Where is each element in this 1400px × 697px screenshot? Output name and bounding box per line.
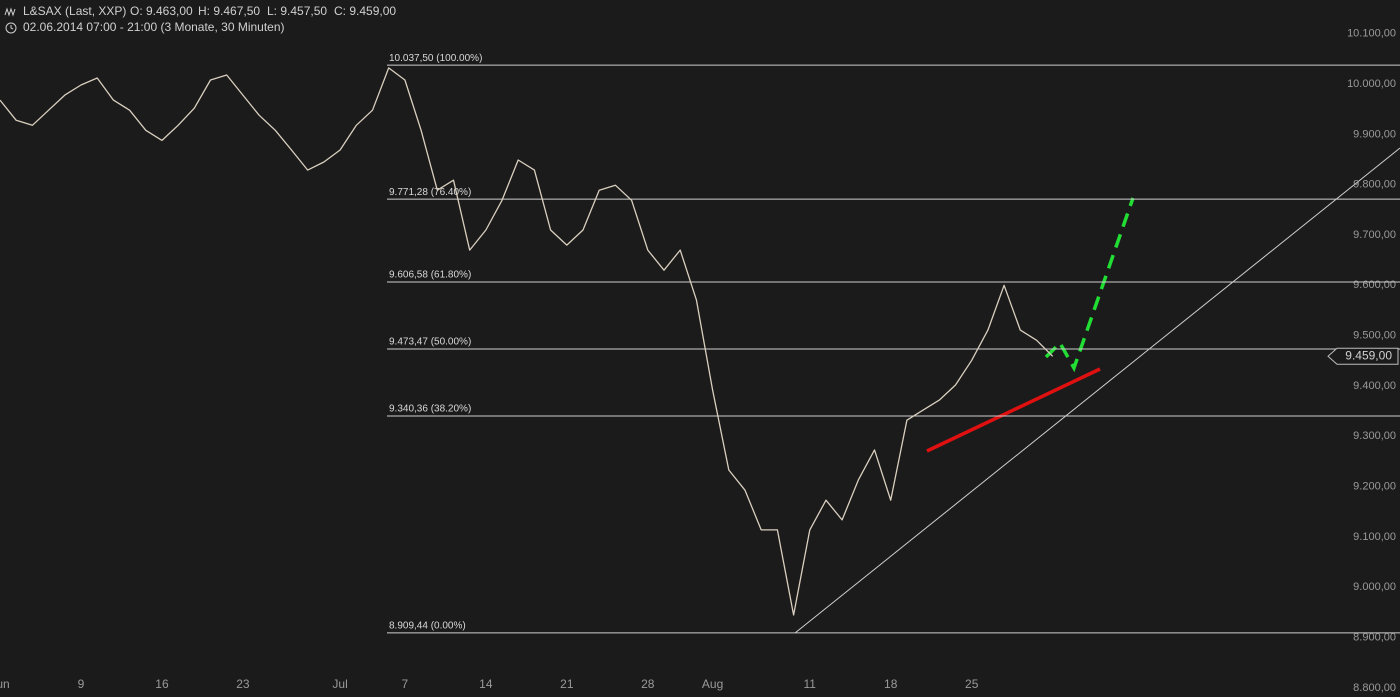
y-tick-label: 9.900,00	[1353, 128, 1396, 140]
x-tick-label: Jun	[0, 677, 10, 691]
chart-title: L&SAX (Last, XXP)	[23, 4, 126, 18]
stat-close: C: 9.459,00	[334, 4, 396, 18]
chart-subtitle: 02.06.2014 07:00 - 21:00 (3 Monate, 30 M…	[23, 20, 285, 34]
x-tick-label: 14	[479, 677, 493, 691]
support-line	[926, 367, 1101, 453]
stat-high: H: 9.467,50	[198, 4, 260, 18]
x-tick-label: Jul	[332, 677, 347, 691]
y-tick-label: 9.700,00	[1353, 229, 1396, 241]
last-price-label: 9.459,00	[1345, 348, 1392, 362]
fib-level-label: 9.771,28 (76.40%)	[389, 187, 471, 198]
x-tick-label: Aug	[702, 677, 723, 691]
x-tick-label: 21	[560, 677, 574, 691]
y-tick-label: 10.100,00	[1347, 28, 1396, 40]
fib-level-label: 9.473,47 (50.00%)	[389, 337, 471, 348]
stat-open: O: 9.463,00	[130, 4, 193, 18]
fib-level-label: 8.909,44 (0.00%)	[389, 621, 466, 632]
stat-low: L: 9.457,50	[267, 4, 327, 18]
clock-icon	[5, 22, 17, 34]
price-line	[0, 67, 1054, 616]
y-tick-label: 8.900,00	[1353, 632, 1396, 644]
x-tick-label: 11	[804, 677, 817, 691]
y-tick-label: 9.600,00	[1353, 279, 1396, 291]
fib-level-label: 9.606,58 (61.80%)	[389, 270, 471, 281]
trend-line	[794, 147, 1400, 634]
x-tick-label: 9	[78, 677, 85, 691]
forecast-arrow	[1044, 197, 1135, 373]
y-tick-label: 9.400,00	[1353, 380, 1396, 392]
y-tick-label: 9.800,00	[1353, 179, 1396, 191]
fib-level-label: 9.340,36 (38.20%)	[389, 404, 471, 415]
x-tick-label: 23	[236, 677, 250, 691]
x-tick-label: 25	[965, 677, 979, 691]
y-tick-label: 10.000,00	[1347, 78, 1396, 90]
fib-level-label: 10.037,50 (100.00%)	[389, 53, 482, 64]
y-tick-label: 9.300,00	[1353, 430, 1396, 442]
last-price-tag	[1327, 347, 1399, 365]
x-tick-label: 18	[884, 677, 898, 691]
x-tick-label: 7	[402, 677, 409, 691]
y-tick-label: 9.500,00	[1353, 330, 1396, 342]
x-tick-label: 28	[641, 677, 655, 691]
y-tick-label: 9.100,00	[1353, 531, 1396, 543]
y-tick-label: 9.200,00	[1353, 481, 1396, 493]
x-tick-label: 16	[155, 677, 169, 691]
y-tick-label: 9.000,00	[1353, 581, 1396, 593]
y-tick-label: 8.800,00	[1353, 682, 1396, 694]
chart-icon	[4, 7, 16, 17]
